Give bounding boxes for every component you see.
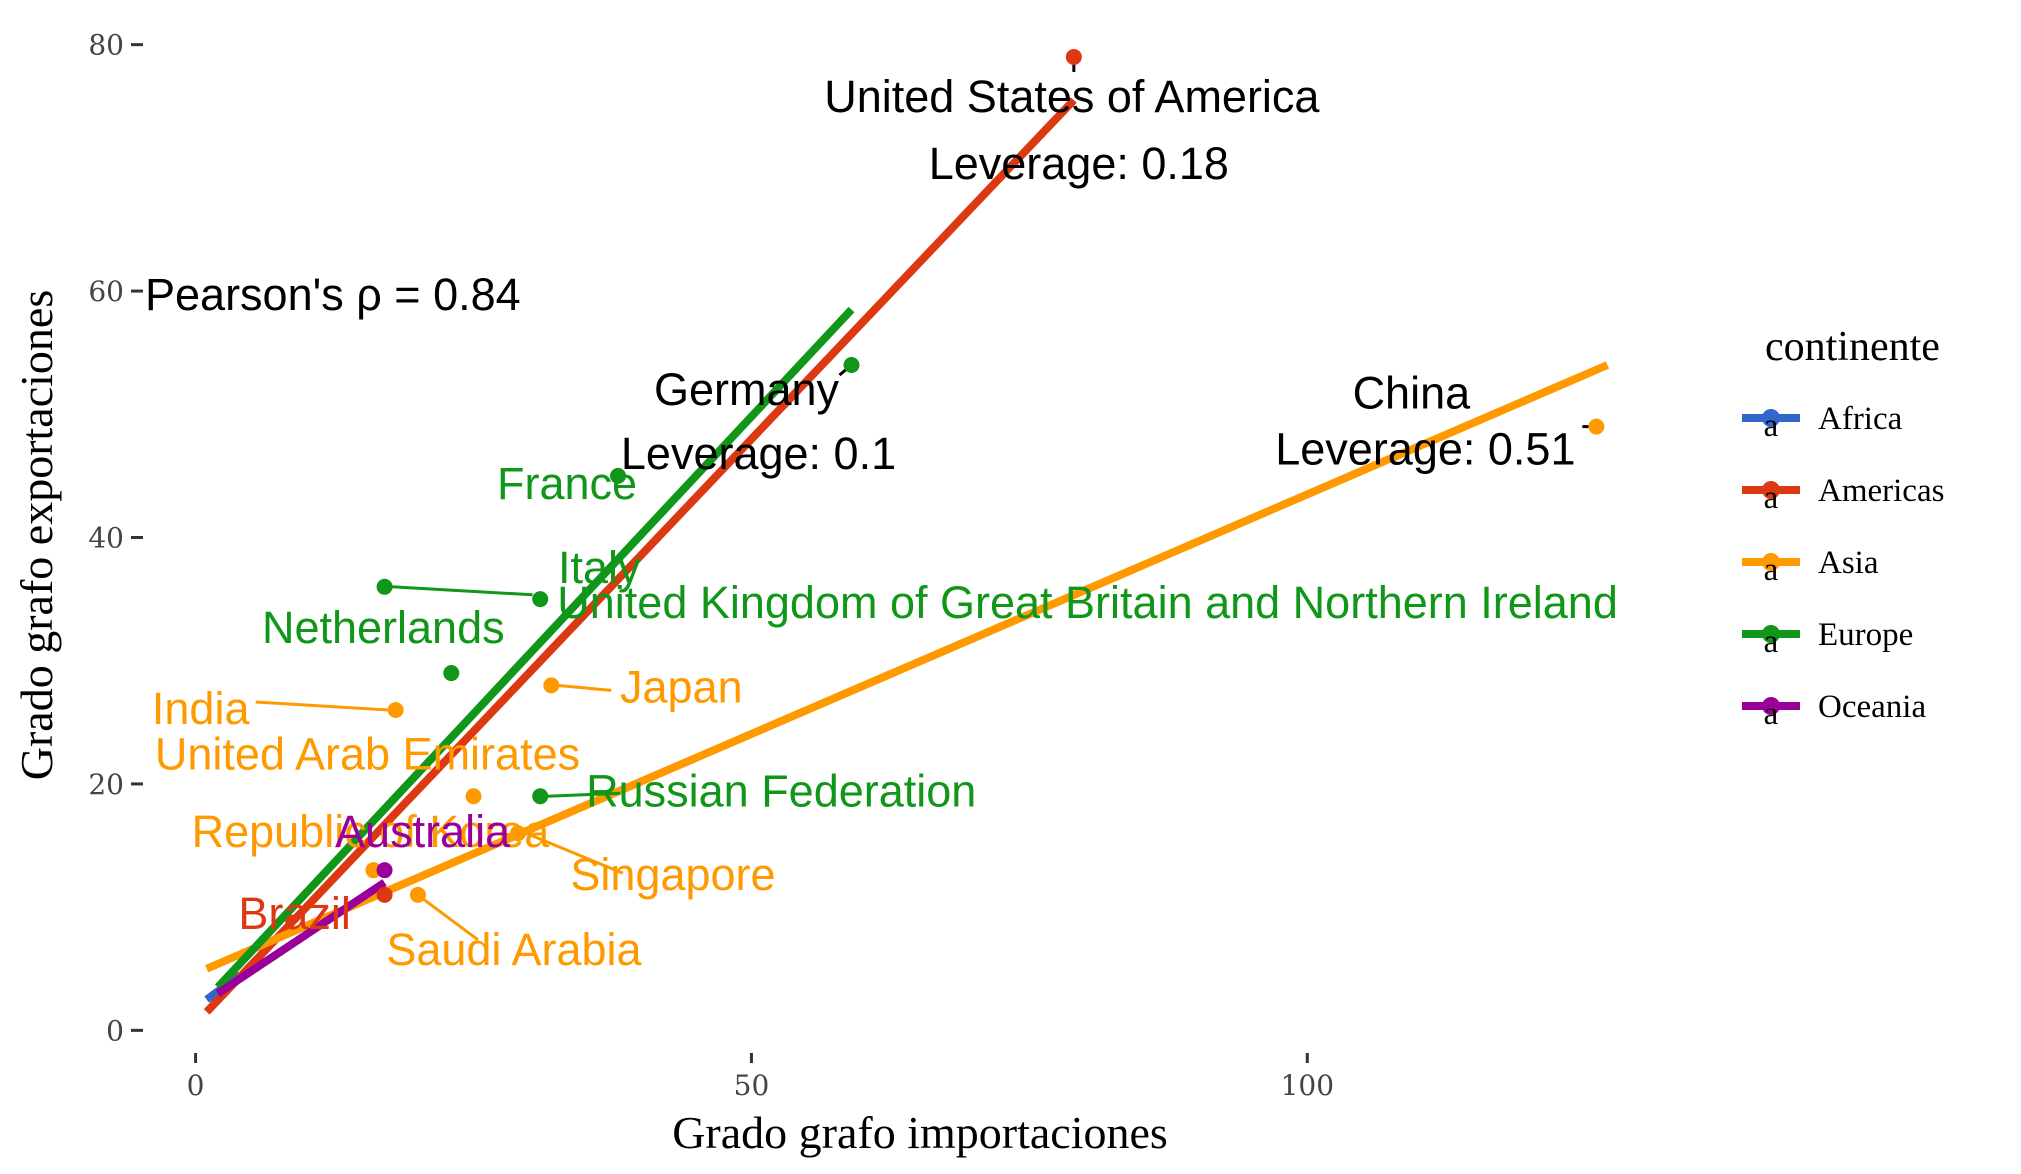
x-axis-title: Grado grafo importaciones [672, 1107, 1168, 1158]
leverage-china: Leverage: 0.51 [1275, 424, 1575, 475]
point-brazil [376, 886, 393, 903]
fit-line-europe [214, 306, 855, 990]
y-axis-title: Grado grafo exportaciones [11, 290, 62, 780]
label-united-states-of-america: United States of America [824, 71, 1320, 122]
fit-lines [203, 97, 1610, 1015]
point-japan [543, 677, 560, 694]
y-tick-label-40: 40 [88, 522, 124, 555]
point-france [610, 467, 627, 484]
legend: continente a Africa a Americas a Asia a Europe a… [1742, 324, 1944, 732]
label-brazil: Brazil [238, 888, 351, 939]
data-points [365, 48, 1605, 903]
y-tick-label-60: 60 [88, 275, 124, 308]
point-italy [532, 591, 549, 608]
point-china [1588, 418, 1605, 435]
legend-label-europe: Europe [1818, 617, 1913, 653]
x-tick-label-0: 0 [187, 1069, 205, 1102]
fit-line-americas [203, 97, 1077, 1015]
legend-title: continente [1765, 324, 1940, 370]
point-germany [843, 357, 860, 373]
connector-united-kingdom-of-great-britain-and-northern-ireland [391, 585, 533, 597]
point-russian-federation [532, 788, 549, 805]
label-saudi-arabia: Saudi Arabia [386, 924, 642, 975]
y-tick-label-20: 20 [88, 768, 124, 801]
point-netherlands [443, 665, 460, 682]
legend-glyph-europe: a [1764, 624, 1779, 660]
label-germany: Germany [654, 364, 840, 415]
y-tick-label-80: 80 [88, 29, 124, 62]
label-australia: Australia [335, 806, 511, 857]
legend-glyph-americas: a [1764, 480, 1779, 516]
connector-russian-federation [547, 791, 621, 798]
label-netherlands: Netherlands [262, 602, 505, 653]
axes: 0 50 100 0 20 40 60 80 [88, 29, 1334, 1102]
point-australia [376, 862, 393, 879]
label-france: France [497, 458, 637, 509]
connector-india [255, 700, 389, 712]
point-united-arab-emirates [465, 788, 482, 805]
leverage-germany: Leverage: 0.1 [621, 428, 896, 479]
legend-point-africa [1762, 409, 1780, 427]
label-russian-federation: Russian Federation [586, 765, 976, 816]
leverage-united-states-of-america: Leverage: 0.18 [929, 138, 1229, 189]
x-tick-label-50: 50 [734, 1069, 770, 1102]
legend-label-africa: Africa [1818, 401, 1903, 437]
point-singapore [509, 825, 526, 842]
legend-glyph-africa: a [1764, 408, 1779, 444]
point-saudi-arabia [409, 886, 426, 903]
connector-singapore [513, 826, 624, 875]
legend-point-americas [1762, 481, 1780, 499]
label-republic-of-korea: Republic of Korea [192, 806, 551, 857]
legend-point-oceania [1762, 697, 1780, 715]
label-italy: Italy [558, 542, 641, 593]
connector-japan [557, 683, 612, 692]
point-labels: United States of America Brazil China Japan… [152, 71, 1618, 975]
label-japan: Japan [620, 661, 743, 712]
legend-label-americas: Americas [1818, 473, 1944, 509]
label-india: India [152, 683, 251, 734]
legend-label-asia: Asia [1818, 545, 1879, 581]
legend-point-europe [1762, 625, 1780, 643]
legend-glyph-oceania: a [1764, 696, 1779, 732]
point-united-states-of-america [1065, 48, 1082, 65]
fit-line-asia [205, 361, 1610, 973]
label-singapore: Singapore [570, 849, 775, 900]
legend-glyph-asia: a [1764, 552, 1779, 588]
point-india [387, 702, 404, 718]
y-tick-label-0: 0 [106, 1014, 124, 1047]
connector-saudi-arabia [422, 897, 479, 942]
legend-label-oceania: Oceania [1818, 689, 1926, 725]
legend-point-asia [1762, 553, 1780, 571]
label-china: China [1353, 368, 1472, 419]
label-united-kingdom-of-great-britain-and-northern-ireland: United Kingdom of Great Britain and Nort… [557, 577, 1618, 628]
pearson-annotation: Pearson's ρ = 0.84 [145, 269, 521, 320]
fit-line-oceania [215, 879, 387, 997]
x-tick-label-100: 100 [1281, 1069, 1334, 1102]
label-united-arab-emirates: United Arab Emirates [155, 728, 580, 779]
point-republic-of-korea [365, 862, 382, 879]
point-united-kingdom-of-great-britain-and-northern-ireland [376, 578, 393, 595]
